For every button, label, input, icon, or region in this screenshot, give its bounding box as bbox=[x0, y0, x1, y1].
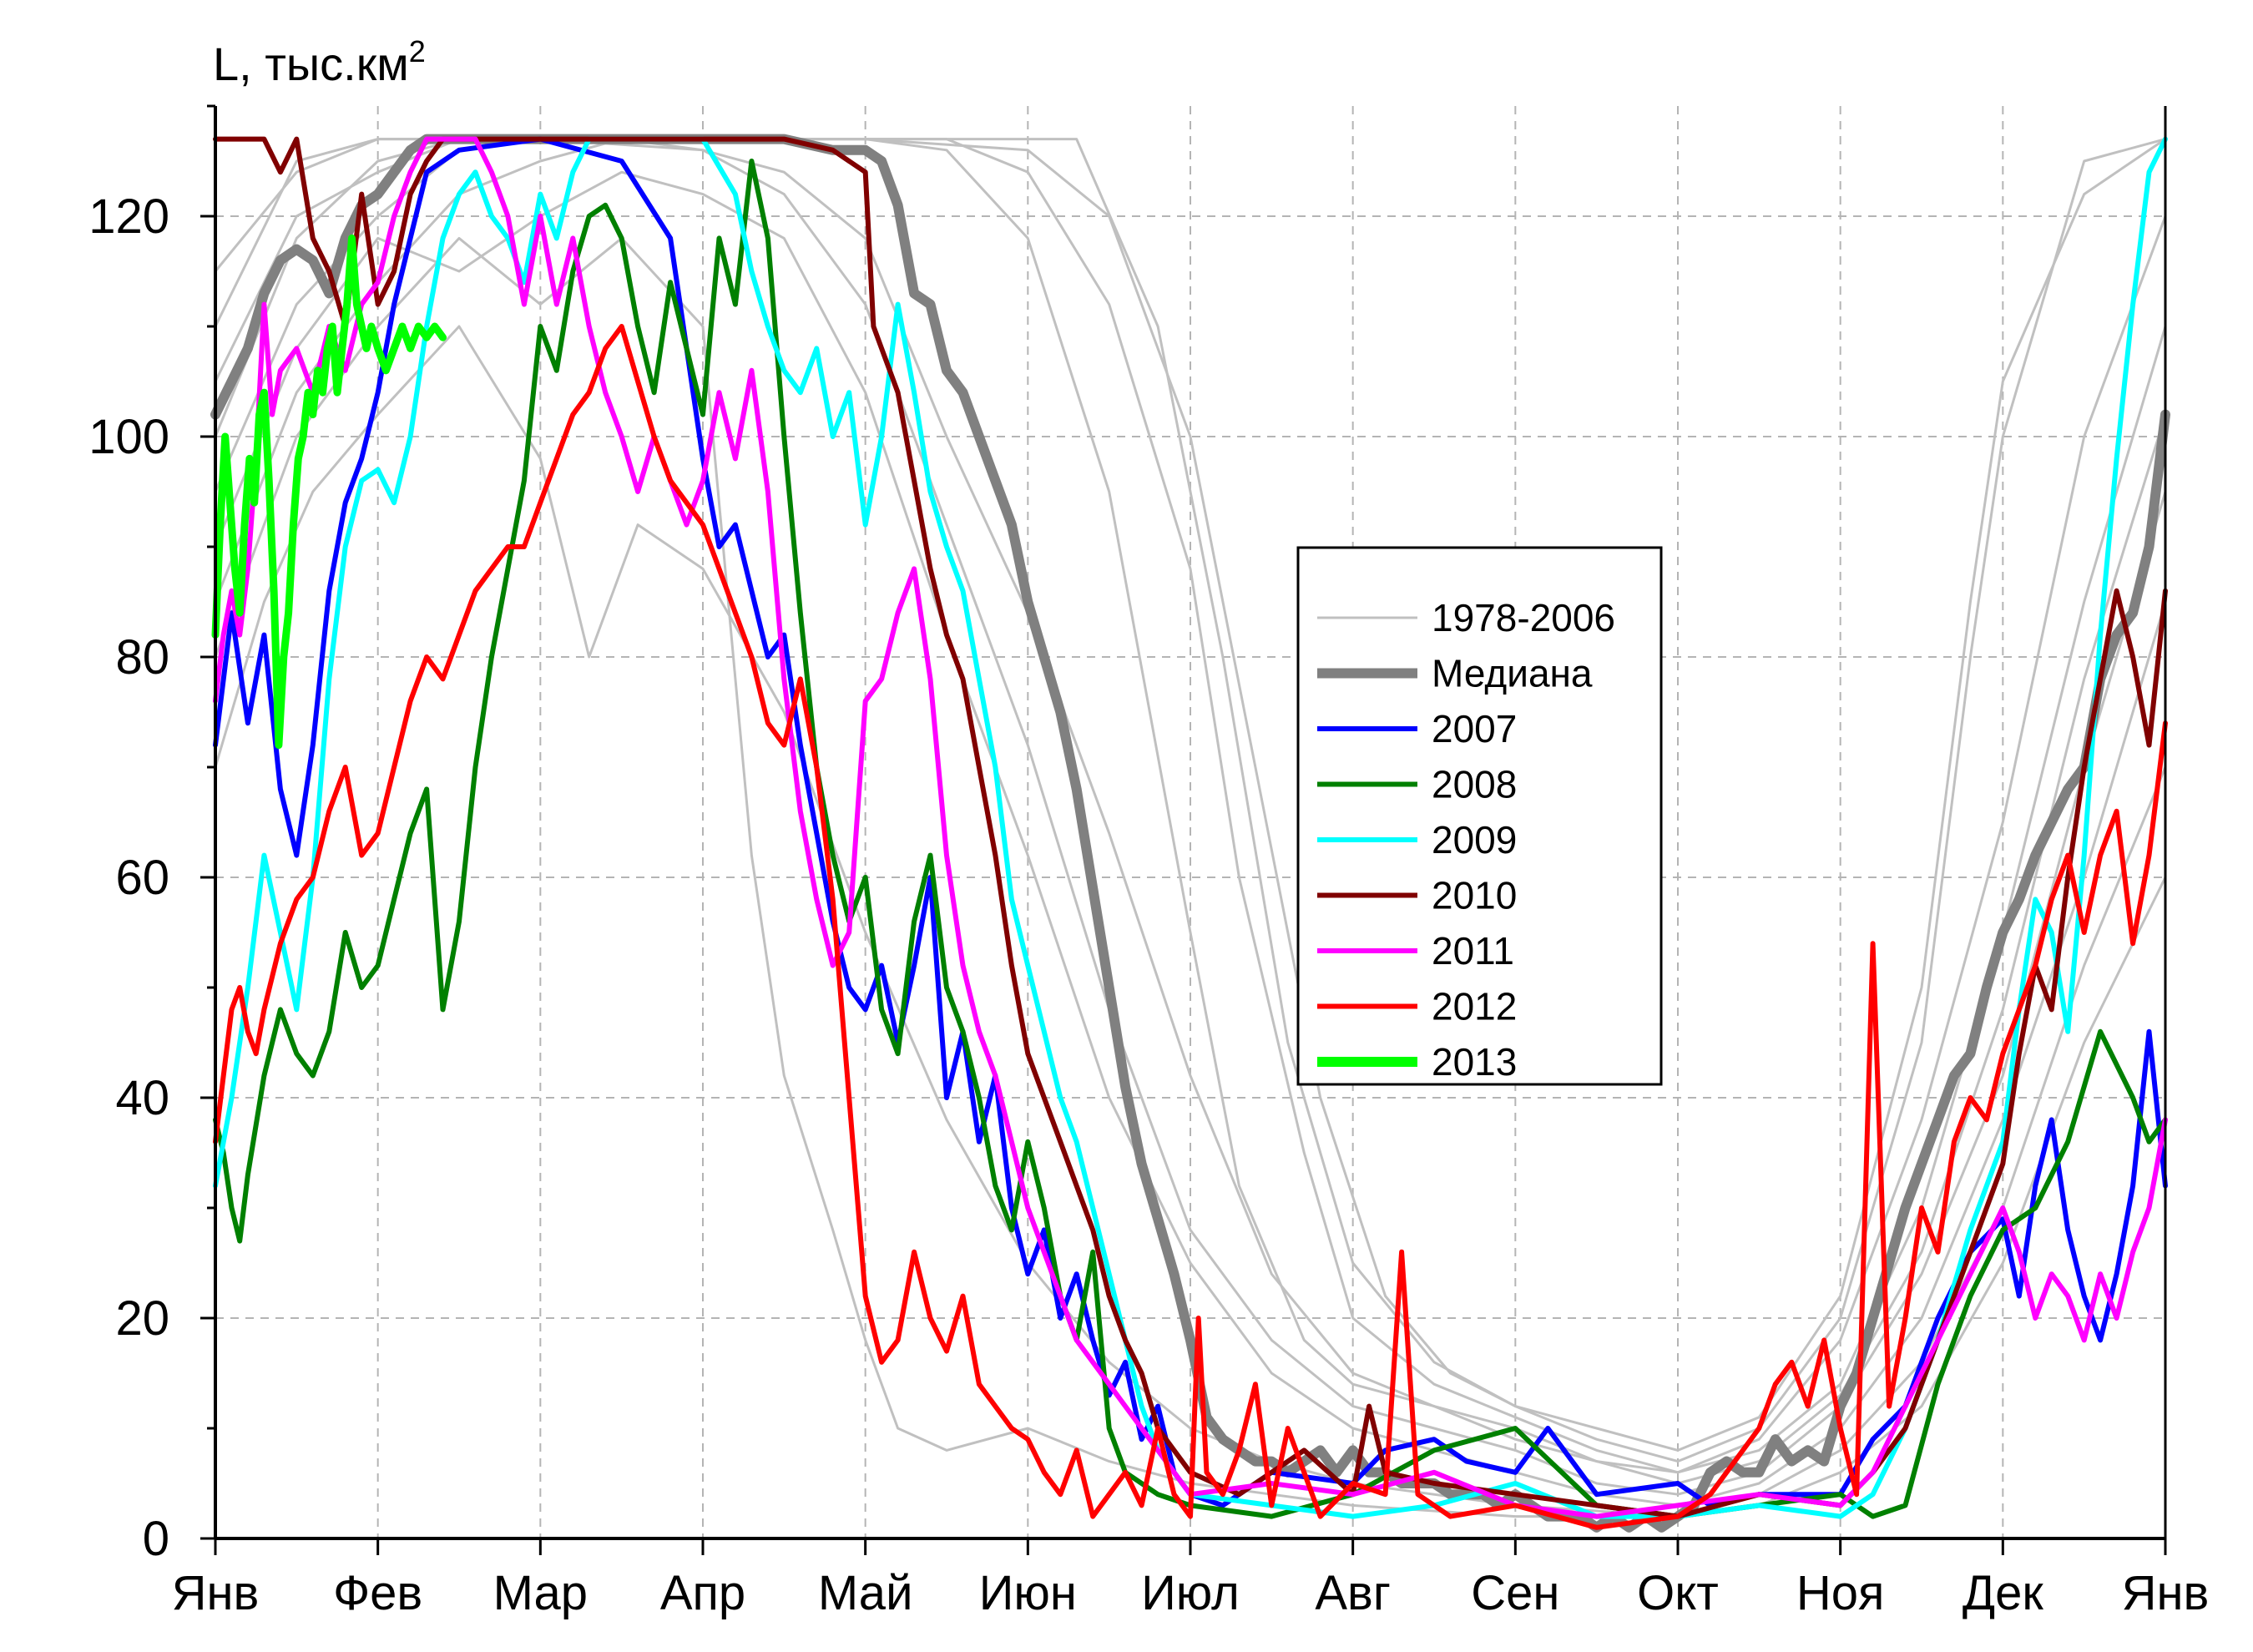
series-line-2010 bbox=[213, 136, 2168, 1519]
legend-label: 2009 bbox=[1432, 818, 1517, 861]
x-tick-label: Авг bbox=[1315, 1566, 1391, 1620]
legend-label: 2013 bbox=[1432, 1040, 1517, 1084]
series-line-2011 bbox=[213, 136, 2168, 1519]
x-tick-label: Окт bbox=[1637, 1566, 1719, 1620]
x-tick-label: Май bbox=[818, 1566, 913, 1620]
series-line-1978-2006 bbox=[214, 325, 2167, 1518]
legend-box bbox=[1296, 546, 1663, 1086]
x-tick-label: Апр bbox=[660, 1566, 745, 1620]
legend-label: 2012 bbox=[1432, 985, 1517, 1028]
x-tick-label: Янв bbox=[172, 1566, 260, 1620]
legend-label: 1978-2006 bbox=[1432, 596, 1615, 639]
x-tick-label: Ноя bbox=[1796, 1566, 1885, 1620]
x-tick-label: Янв bbox=[2122, 1566, 2210, 1620]
x-tick-label: Фев bbox=[333, 1566, 422, 1620]
x-tick-label: Июл bbox=[1141, 1566, 1240, 1620]
y-tick-label: 40 bbox=[115, 1071, 169, 1125]
legend-label: 2010 bbox=[1432, 874, 1517, 917]
x-tick-label: Мар bbox=[493, 1566, 588, 1620]
ticks: 0 20 40 60 80 100 120 Янв Фев Мар Апр Май Июн Июл Авг С… bbox=[88, 104, 2210, 1620]
y-tick-label: 0 bbox=[143, 1512, 169, 1566]
x-tick-label: Июн bbox=[979, 1566, 1077, 1620]
y-tick-label: 20 bbox=[115, 1291, 169, 1346]
series-line-2013 bbox=[211, 234, 447, 750]
y-tick-label: 100 bbox=[88, 410, 169, 464]
legend-label: Медиана bbox=[1432, 652, 1593, 695]
legend: 1978-2006 Медиана 2007 2008 2009 2010 2011 2012… bbox=[1296, 546, 1663, 1086]
legend-label: 2008 bbox=[1432, 763, 1517, 806]
x-tick-label: Дек bbox=[1963, 1566, 2044, 1620]
y-axis-label: L, тыс.км2 bbox=[213, 34, 426, 90]
y-tick-label: 80 bbox=[115, 630, 169, 685]
series-layer bbox=[210, 134, 2170, 1533]
y-tick-label: 60 bbox=[115, 851, 169, 905]
x-tick-label: Сен bbox=[1471, 1566, 1559, 1620]
series-line-2007 bbox=[213, 136, 2168, 1508]
legend-label: 2007 bbox=[1432, 707, 1517, 750]
series-line-2012 bbox=[213, 324, 2168, 1530]
y-tick-label: 120 bbox=[88, 189, 169, 244]
legend-label: 2011 bbox=[1432, 929, 1514, 973]
